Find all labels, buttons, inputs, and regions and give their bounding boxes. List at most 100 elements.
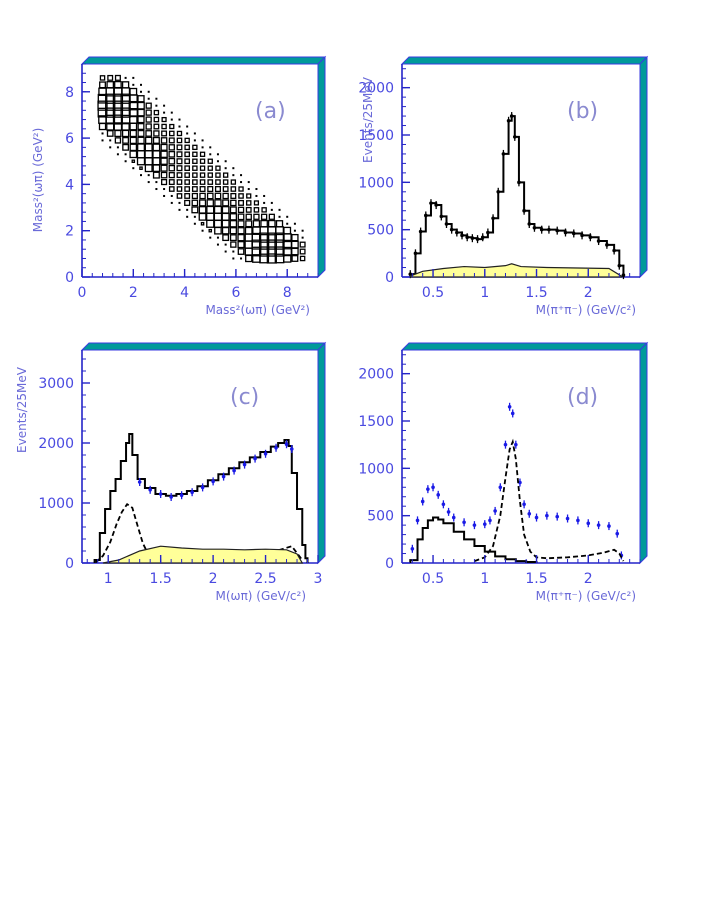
panel-a-box — [155, 104, 158, 107]
panel-a-box — [229, 227, 237, 235]
panel-a-box — [106, 81, 115, 89]
panel-b-series-data-black-line — [409, 115, 625, 277]
panel-b-data-point — [424, 213, 428, 218]
panel-a-box — [163, 111, 166, 114]
panel-a-box — [136, 150, 146, 159]
panel-a-box — [230, 192, 237, 199]
panel-a-box — [199, 158, 206, 164]
panel-a-box — [192, 172, 198, 178]
panel-b-data-point — [501, 152, 506, 156]
panel-b-data-point — [418, 229, 423, 234]
panel-a-box — [121, 122, 130, 131]
panel-a-box — [161, 130, 168, 137]
panel-a-box — [101, 139, 104, 142]
panel-b-data-point — [621, 273, 626, 277]
panel-b-ytick-label: 500 — [367, 223, 394, 239]
panel-a-box — [230, 179, 237, 185]
panel-a-box — [266, 253, 277, 264]
panel-a-box — [244, 240, 253, 249]
panel-b-data-point — [455, 230, 459, 235]
panel-c-ylabel: Events/25MeV — [15, 366, 29, 453]
panel-a-box — [144, 157, 153, 166]
panel-a-box — [237, 213, 245, 221]
panel-a-box — [176, 137, 183, 144]
panel-b-data-point — [605, 243, 609, 247]
panel-a-box — [232, 174, 235, 177]
panel-b-data-point — [547, 227, 551, 232]
panel-a-box — [106, 122, 115, 131]
panel-a-box — [145, 109, 152, 116]
panel-d-data-point — [488, 518, 492, 523]
panel-a-box — [122, 143, 130, 151]
panel-c-xlabel: M(ωπ) (GeV/c²) — [215, 589, 306, 603]
panel-a-box — [176, 165, 183, 172]
panel-a-box — [107, 74, 114, 81]
panel-c-xtick-label: 1 — [104, 571, 113, 587]
panel-a-box — [268, 213, 275, 220]
panel-a-box — [216, 153, 219, 156]
panel-a-box — [193, 139, 196, 142]
panel-c-frame-right — [317, 341, 326, 565]
panel-a-box — [112, 107, 124, 118]
panel-a-box — [247, 181, 250, 184]
panel-b-data-point — [429, 201, 433, 205]
panel-d-data-point — [431, 485, 435, 490]
panel-d-data-point — [596, 523, 601, 527]
panel-a-ytick-label: 6 — [65, 131, 74, 147]
panel-a-box — [145, 116, 152, 123]
panel-a-box — [206, 212, 215, 222]
panel-c-data-point — [284, 442, 289, 447]
panel-a-box — [168, 130, 175, 137]
panel-a-box — [144, 164, 153, 173]
panel-a-box — [247, 188, 250, 191]
panel-a-box — [244, 247, 253, 256]
panel-d-series-dashed-component — [474, 438, 625, 562]
panel-a-box — [170, 111, 173, 114]
panel-a-box — [222, 186, 229, 192]
panel-a-box — [168, 179, 175, 186]
panel-a-box — [229, 220, 238, 228]
panel-b-data-point — [555, 228, 560, 233]
panel-a-box — [237, 227, 245, 235]
panel-d-data-point — [514, 442, 518, 447]
panel-b-data-point — [539, 227, 544, 232]
panel-a-box — [132, 167, 135, 170]
panel-a-box — [178, 201, 181, 204]
panel-a-box — [222, 234, 230, 242]
panel-a-box — [176, 186, 183, 192]
panel-a-box — [237, 233, 245, 242]
panel-a-box — [229, 234, 237, 242]
panel-a-box — [209, 153, 212, 156]
panel-a-box — [168, 150, 176, 158]
panel-a-box — [137, 129, 145, 137]
panel-a-box — [184, 165, 190, 172]
panel-a-box — [291, 247, 299, 256]
panel-a-box — [152, 150, 161, 159]
panel-a-box — [201, 229, 204, 232]
panel-a-box — [263, 201, 266, 204]
panel-a-box — [201, 139, 204, 142]
panel-a-box — [258, 246, 270, 257]
panel-a-box — [178, 125, 181, 128]
panel-a-box — [168, 186, 175, 192]
panel-a-box — [112, 114, 123, 125]
panel-a-box — [191, 206, 199, 214]
panel-c-data-point — [179, 493, 184, 498]
panel-a-xtick-label: 6 — [231, 285, 240, 301]
panel-d-data-point — [420, 499, 425, 504]
panel-a-box — [176, 144, 183, 151]
panel-a-box — [153, 109, 160, 116]
panel-d-xlabel: M(π⁺π⁻) (GeV/c²) — [536, 589, 636, 603]
panel-a-box — [114, 129, 122, 138]
panel-a-box — [251, 246, 262, 257]
panel-a-box — [129, 150, 138, 159]
panel-b-data-point — [486, 230, 490, 235]
panel-d-data-point — [410, 547, 415, 551]
panel-a-box — [176, 172, 183, 179]
panel-a-box — [213, 212, 223, 222]
panel-a-box — [224, 250, 227, 253]
panel-a-box — [261, 207, 267, 213]
panel-a-box — [229, 213, 238, 221]
panel-a-ylabel: Mass²(ωπ) (GeV²) — [31, 128, 45, 233]
panel-a-xtick-label: 2 — [129, 285, 138, 301]
